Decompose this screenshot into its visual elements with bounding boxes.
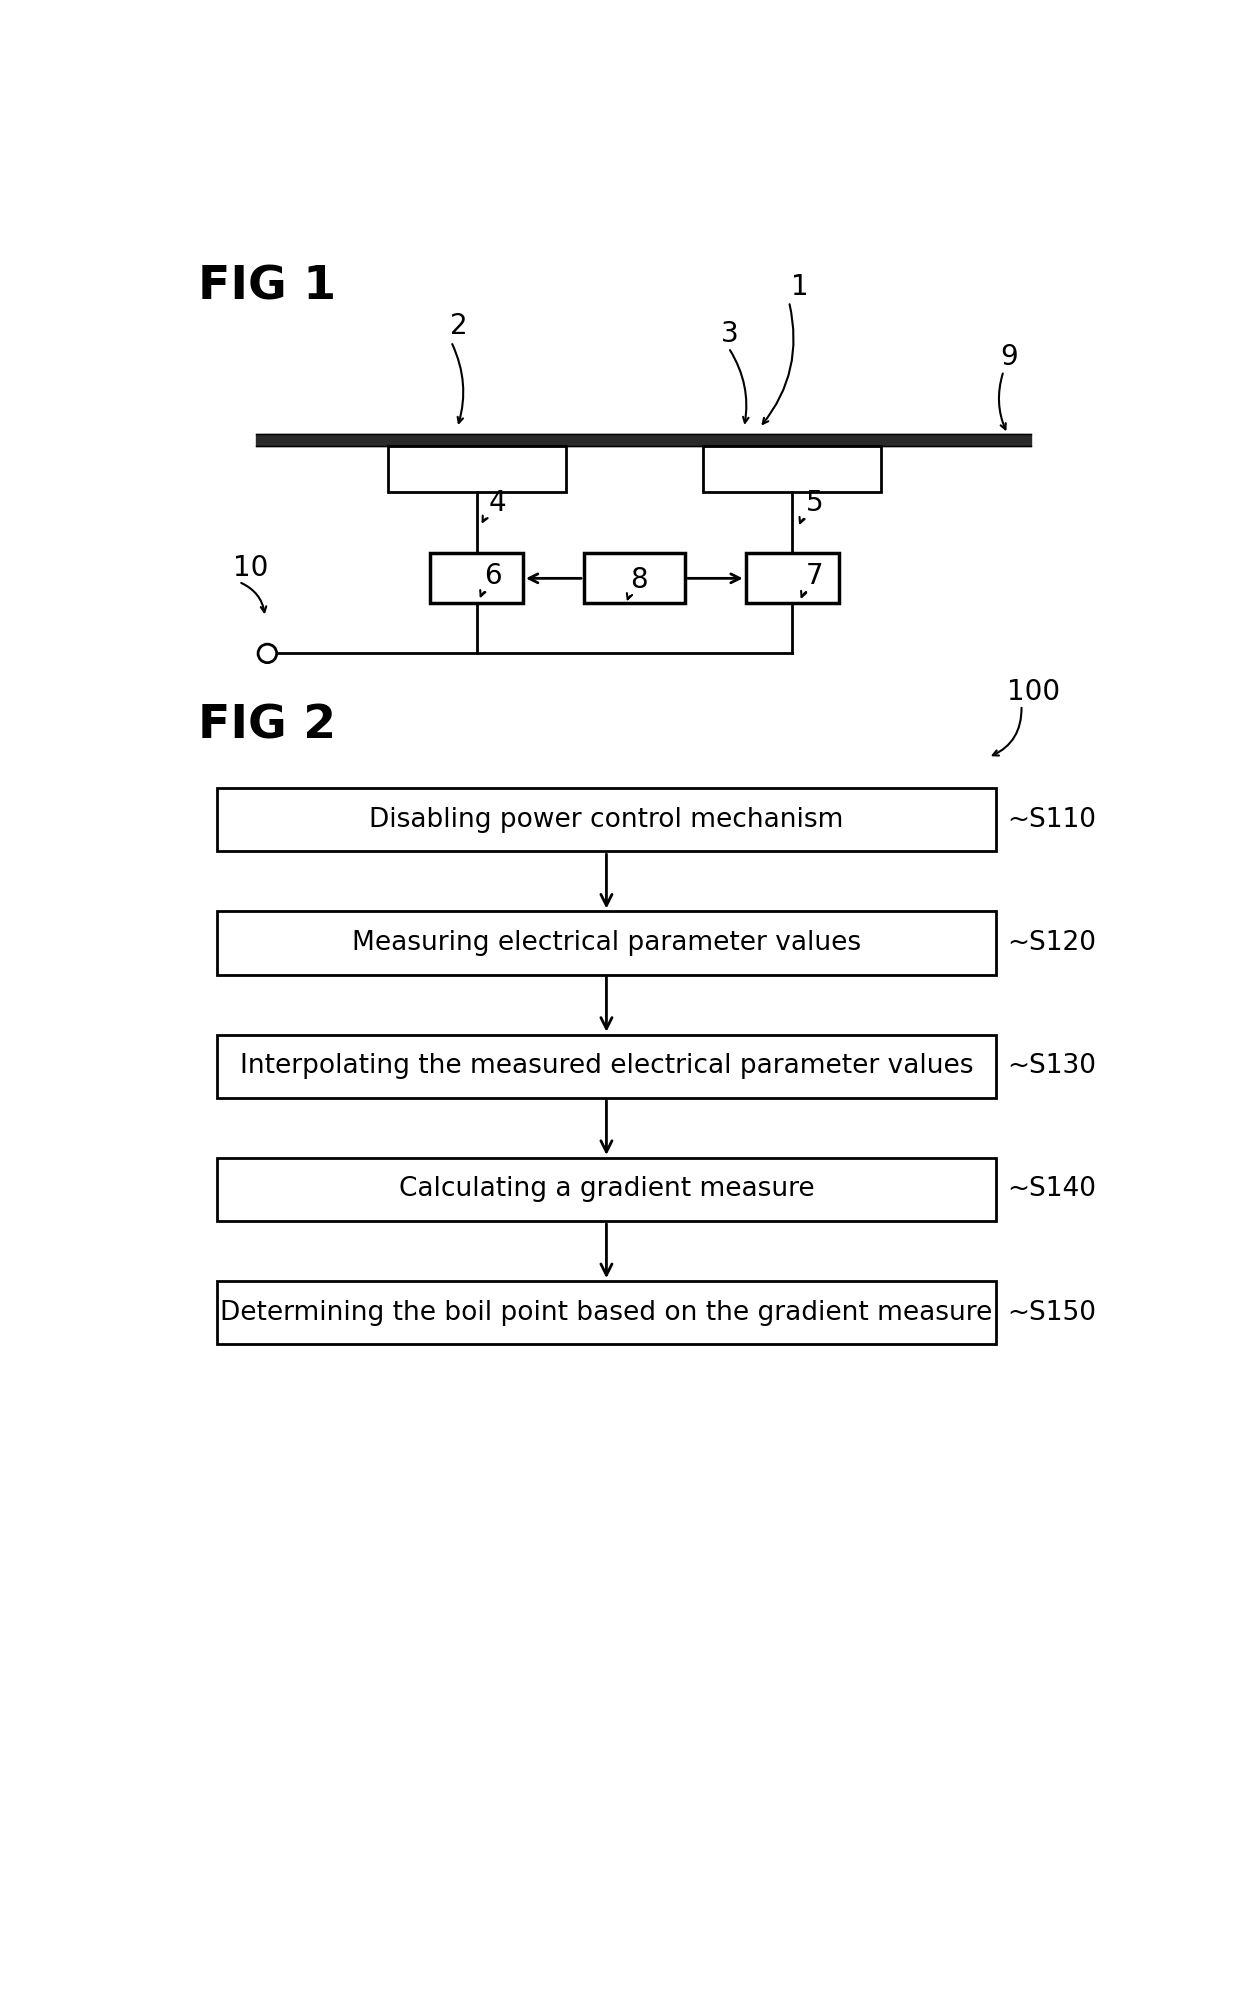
Text: Calculating a gradient measure: Calculating a gradient measure <box>398 1176 815 1202</box>
FancyBboxPatch shape <box>217 1158 996 1222</box>
FancyBboxPatch shape <box>584 554 684 604</box>
Text: 5: 5 <box>806 488 823 516</box>
Text: 100: 100 <box>1007 678 1060 706</box>
Text: 10: 10 <box>233 554 268 582</box>
Circle shape <box>258 644 277 662</box>
FancyBboxPatch shape <box>430 554 523 604</box>
Text: ~S140: ~S140 <box>1007 1176 1096 1202</box>
Text: Determining the boil point based on the gradient measure: Determining the boil point based on the … <box>221 1299 992 1325</box>
Text: ~S130: ~S130 <box>1007 1052 1096 1078</box>
Text: ~S120: ~S120 <box>1007 931 1096 957</box>
Text: ~S150: ~S150 <box>1007 1299 1096 1325</box>
Text: 7: 7 <box>806 562 823 590</box>
Text: Interpolating the measured electrical parameter values: Interpolating the measured electrical pa… <box>239 1052 973 1078</box>
FancyBboxPatch shape <box>217 911 996 975</box>
FancyBboxPatch shape <box>217 787 996 851</box>
Text: 3: 3 <box>720 319 739 347</box>
Text: FIG 1: FIG 1 <box>197 265 336 309</box>
Text: Measuring electrical parameter values: Measuring electrical parameter values <box>352 931 861 957</box>
FancyBboxPatch shape <box>745 554 838 604</box>
FancyBboxPatch shape <box>387 446 565 492</box>
FancyBboxPatch shape <box>217 1034 996 1098</box>
Text: Disabling power control mechanism: Disabling power control mechanism <box>370 807 843 833</box>
Text: 1: 1 <box>791 273 808 301</box>
Text: 2: 2 <box>449 311 467 341</box>
Text: ~S110: ~S110 <box>1007 807 1096 833</box>
Text: 9: 9 <box>999 343 1018 371</box>
Text: 6: 6 <box>485 562 502 590</box>
FancyBboxPatch shape <box>217 1281 996 1343</box>
FancyBboxPatch shape <box>703 446 882 492</box>
Text: 4: 4 <box>489 488 506 516</box>
Text: FIG 2: FIG 2 <box>197 704 336 749</box>
Text: 8: 8 <box>630 566 647 594</box>
